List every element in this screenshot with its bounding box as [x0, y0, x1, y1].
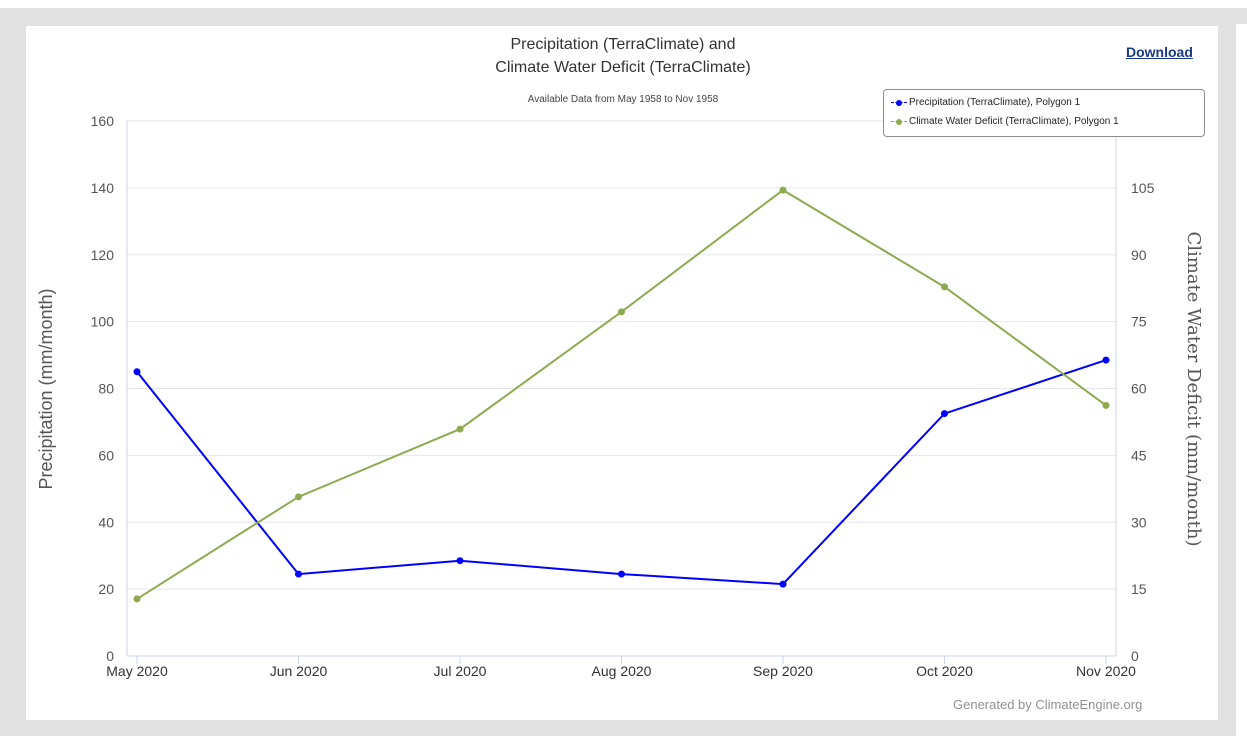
series-water-deficit [133, 186, 1110, 603]
y-left-tick-label: 40 [98, 514, 114, 530]
data-point [133, 595, 141, 603]
x-tick-label: Jul 2020 [434, 663, 487, 679]
series-line [136, 359, 1107, 586]
chart-subtitle: Available Data from May 1958 to Nov 1958 [528, 94, 719, 105]
y-axis-right-label: Climate Water Deficit (mm/month) [1183, 231, 1204, 546]
data-point [779, 186, 787, 194]
data-point [941, 410, 948, 418]
y-left-tick-label: 160 [91, 113, 115, 129]
chart-panel [26, 26, 1218, 720]
right-strip [1236, 24, 1247, 736]
x-tick-label: Aug 2020 [592, 663, 652, 679]
x-tick-label: Sep 2020 [753, 663, 813, 679]
x-tick-label: Nov 2020 [1076, 663, 1136, 679]
data-point [1102, 356, 1110, 364]
grid-lines [127, 120, 1116, 590]
y-left-tick-label: 0 [106, 648, 114, 664]
data-point [133, 368, 141, 376]
y-axis-left-ticks: 0 20 40 60 80 100 120 140 160 [91, 113, 115, 664]
data-point [1102, 401, 1110, 409]
data-point [618, 308, 625, 316]
x-tick-label: Oct 2020 [916, 663, 973, 679]
legend-label-water-deficit: Climate Water Deficit (TerraClimate), Po… [909, 116, 1119, 127]
x-axis-ticks: May 2020 Jun 2020 Jul 2020 Aug 2020 Sep 2020… [106, 656, 1136, 679]
chart-title-line-1: Precipitation (TerraClimate) and [511, 36, 736, 53]
y-axis-left-label: Precipitation (mm/month) [36, 288, 56, 489]
legend-item-precipitation[interactable]: Precipitation (TerraClimate), Polygon 1 [891, 95, 1080, 111]
y-right-tick-label: 75 [1131, 314, 1147, 330]
y-right-tick-label: 45 [1131, 447, 1147, 463]
legend-swatch-precipitation [891, 95, 907, 111]
x-tick-label: May 2020 [106, 663, 168, 679]
top-strip [0, 0, 1247, 8]
data-point [618, 570, 625, 578]
download-link[interactable]: Download [1126, 44, 1193, 60]
legend-label-precipitation: Precipitation (TerraClimate), Polygon 1 [909, 97, 1081, 108]
y-right-tick-label: 60 [1131, 381, 1147, 397]
data-point [295, 493, 302, 501]
y-left-tick-label: 20 [98, 581, 114, 597]
y-right-tick-label: 105 [1131, 180, 1155, 196]
legend-swatch-water-deficit [891, 114, 907, 130]
y-left-tick-label: 140 [91, 180, 115, 196]
series-line [136, 188, 1107, 600]
y-left-tick-label: 100 [91, 314, 115, 330]
legend-item-water-deficit[interactable]: Climate Water Deficit (TerraClimate), Po… [891, 114, 1119, 130]
data-point [779, 580, 787, 588]
y-right-tick-label: 90 [1131, 247, 1147, 263]
y-right-tick-label: 0 [1131, 648, 1139, 664]
data-point [456, 425, 464, 433]
data-point [941, 283, 948, 291]
chart-title-line-2: Climate Water Deficit (TerraClimate) [495, 59, 750, 76]
series-precipitation [133, 356, 1110, 588]
y-left-tick-label: 80 [98, 381, 114, 397]
footer-credit: Generated by ClimateEngine.org [953, 697, 1143, 712]
legend: Precipitation (TerraClimate), Polygon 1 … [883, 89, 1205, 137]
y-left-tick-label: 120 [91, 247, 115, 263]
y-left-tick-label: 60 [98, 447, 114, 463]
data-point [295, 570, 302, 578]
y-right-tick-label: 15 [1131, 581, 1147, 597]
y-right-tick-label: 30 [1131, 514, 1147, 530]
data-point [456, 557, 464, 565]
x-tick-label: Jun 2020 [270, 663, 328, 679]
y-axis-right-ticks: 0153045607590105120 [1131, 113, 1155, 664]
series-group [133, 186, 1110, 603]
